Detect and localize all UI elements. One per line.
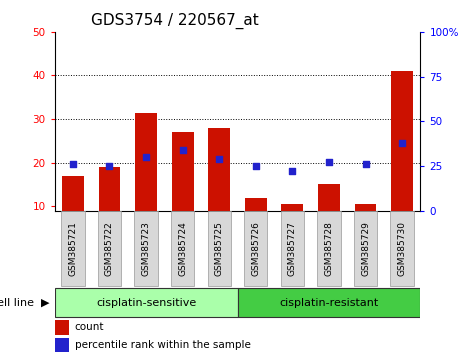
Text: GSM385729: GSM385729 <box>361 221 370 276</box>
Text: GSM385725: GSM385725 <box>215 221 224 276</box>
Text: percentile rank within the sample: percentile rank within the sample <box>75 340 251 350</box>
Bar <box>98 167 121 211</box>
FancyBboxPatch shape <box>281 211 304 286</box>
FancyBboxPatch shape <box>317 211 341 286</box>
Point <box>325 160 332 165</box>
Bar <box>245 198 267 211</box>
Point <box>362 161 370 167</box>
Text: GSM385728: GSM385728 <box>324 221 333 276</box>
Point <box>252 163 259 169</box>
Text: GSM385726: GSM385726 <box>251 221 260 276</box>
Bar <box>62 176 84 211</box>
FancyBboxPatch shape <box>134 211 158 286</box>
Point <box>142 154 150 160</box>
Text: cell line  ▶: cell line ▶ <box>0 298 50 308</box>
FancyBboxPatch shape <box>238 288 420 317</box>
Bar <box>208 128 230 211</box>
Text: GSM385721: GSM385721 <box>68 221 77 276</box>
FancyBboxPatch shape <box>98 211 121 286</box>
FancyBboxPatch shape <box>354 211 377 286</box>
Bar <box>391 71 413 211</box>
Bar <box>55 338 69 352</box>
Point <box>216 156 223 162</box>
FancyBboxPatch shape <box>61 211 85 286</box>
Point <box>69 161 77 167</box>
Point <box>398 140 406 145</box>
Bar <box>55 320 69 335</box>
FancyBboxPatch shape <box>208 211 231 286</box>
Text: GSM385723: GSM385723 <box>142 221 151 276</box>
Text: cisplatin-sensitive: cisplatin-sensitive <box>96 298 196 308</box>
Point <box>179 147 186 153</box>
Text: GSM385724: GSM385724 <box>178 221 187 276</box>
FancyBboxPatch shape <box>171 211 194 286</box>
Point <box>289 169 296 174</box>
Text: GDS3754 / 220567_at: GDS3754 / 220567_at <box>91 13 259 29</box>
Text: GSM385722: GSM385722 <box>105 221 114 276</box>
Text: GSM385730: GSM385730 <box>398 221 407 276</box>
Bar <box>318 184 340 211</box>
Bar <box>171 132 194 211</box>
Text: count: count <box>75 322 104 332</box>
Text: GSM385727: GSM385727 <box>288 221 297 276</box>
Bar <box>281 204 304 211</box>
Point <box>105 163 113 169</box>
Bar <box>135 113 157 211</box>
Bar <box>354 204 377 211</box>
FancyBboxPatch shape <box>55 288 238 317</box>
Text: cisplatin-resistant: cisplatin-resistant <box>279 298 379 308</box>
FancyBboxPatch shape <box>390 211 414 286</box>
FancyBboxPatch shape <box>244 211 267 286</box>
